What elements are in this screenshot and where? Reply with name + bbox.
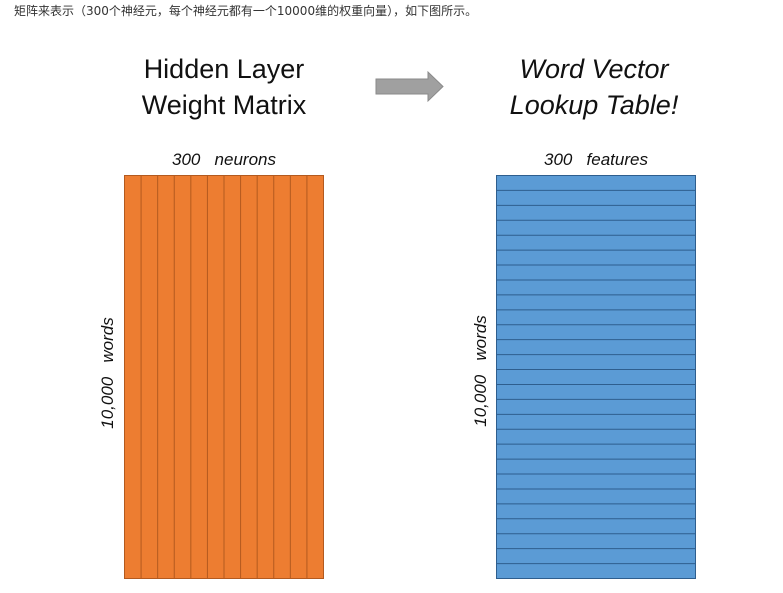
- weight-matrix: [124, 175, 324, 579]
- hidden-layer-title-line2: Weight Matrix: [141, 90, 307, 120]
- hidden-layer-title: Hidden Layer Weight Matrix: [104, 51, 344, 123]
- right-arrow-icon: [375, 70, 444, 103]
- lookup-table-title: Word Vector Lookup Table!: [474, 51, 714, 123]
- lookup-table-title-line2: Lookup Table!: [509, 90, 679, 120]
- features-column-label: 300 features: [544, 150, 648, 169]
- neuron-columns: [140, 175, 308, 579]
- neurons-column-label: 300 neurons: [172, 150, 276, 169]
- word-vector-rows: [496, 189, 696, 565]
- hidden-layer-title-line1: Hidden Layer: [143, 54, 305, 84]
- lookup-table-body: [496, 175, 696, 579]
- lookup-table-title-line1: Word Vector: [519, 54, 669, 84]
- lookup-table: [496, 175, 696, 579]
- caption-text: 矩阵来表示（300个神经元，每个神经元都有一个10000维的权重向量），如下图所…: [14, 4, 478, 18]
